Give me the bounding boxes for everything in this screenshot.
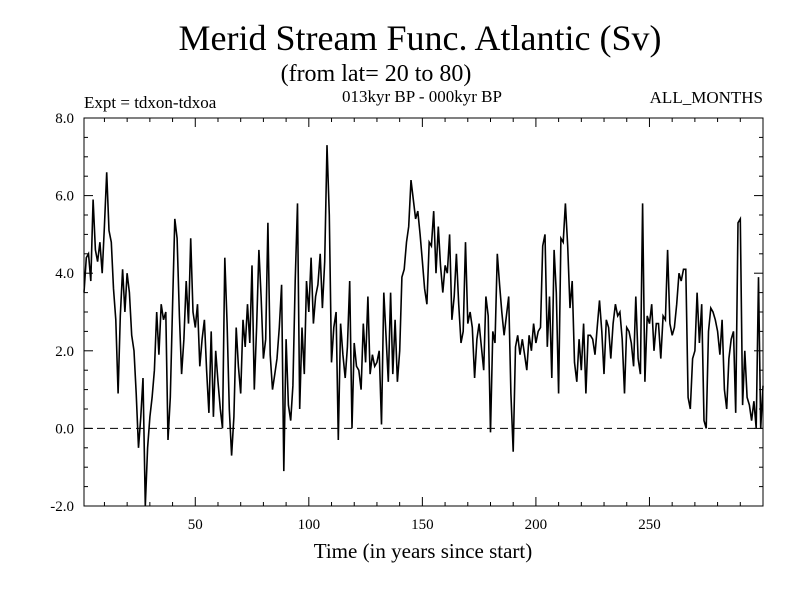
x-tick-label: 150 [411, 517, 434, 533]
plot-frame [83, 117, 764, 507]
x-tick-label: 100 [298, 517, 321, 533]
chart-title: Merid Stream Func. Atlantic (Sv) [179, 18, 662, 58]
x-tick-label: 200 [525, 517, 548, 533]
y-tick-label: -2.0 [50, 499, 74, 515]
x-tick-label: 250 [638, 517, 661, 533]
y-tick-label: 0.0 [55, 421, 74, 437]
plot-area: 50 100 150 200 250 -2.0 0.0 2.0 4.0 6.0 8.0 [50, 111, 764, 533]
x-tick-label: 50 [188, 517, 203, 533]
chart-subtitle: (from lat= 20 to 80) [281, 61, 472, 87]
experiment-label: Expt = tdxon-tdxoa [84, 93, 217, 112]
months-label: ALL_MONTHS [650, 88, 763, 107]
y-tick-label: 8.0 [55, 111, 74, 127]
y-tick-label: 4.0 [55, 266, 74, 282]
series-line-0 [83, 145, 764, 507]
x-axis-label: Time (in years since start) [314, 539, 533, 563]
period-label: 013kyr BP - 000kyr BP [342, 87, 502, 106]
y-tick-label: 2.0 [55, 344, 74, 360]
y-tick-label: 6.0 [55, 189, 74, 205]
